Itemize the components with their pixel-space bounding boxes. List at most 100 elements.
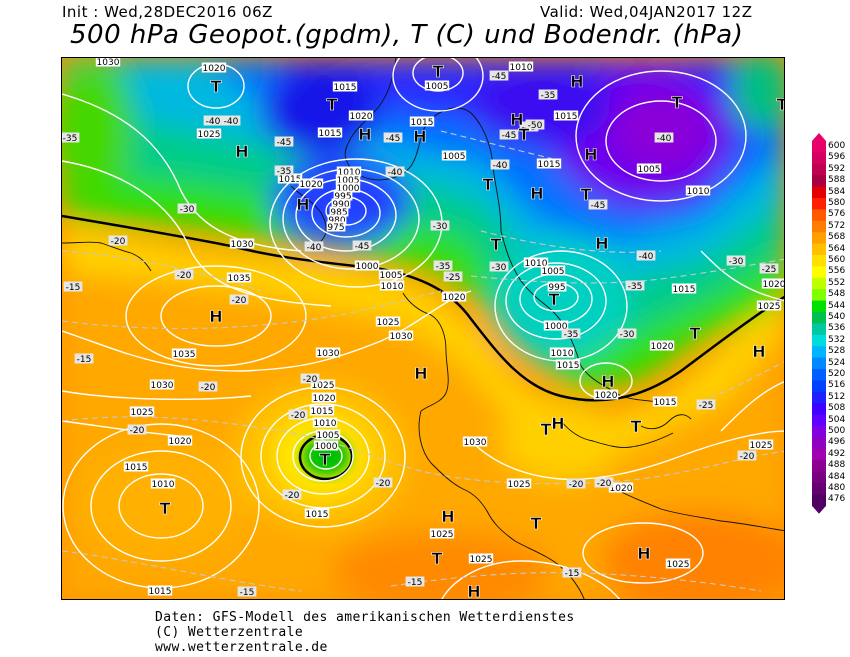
low-pressure-marker: T [690,324,701,343]
isotherm-label: -50 [525,119,545,131]
isobar-label: 1000 [543,320,569,332]
low-pressure-marker: T [327,95,338,114]
isotherm-value: -20 [740,452,755,462]
isobar-value: 1025 [198,130,221,140]
legend-swatch [812,186,826,199]
isotherm-label: -20 [373,477,393,489]
isobar-label: 975 [326,221,346,233]
isotherm-value: -35 [63,134,78,144]
isobar-value: 985 [330,208,347,218]
isobar-value: 1020 [203,64,226,74]
isobar-value: 1015 [555,112,578,122]
isobar-value: 1005 [337,176,360,186]
isotherm-label: -20 [229,294,249,306]
legend-value-label: 496 [828,437,846,448]
isobar-label: 1015 [123,461,149,473]
isobar-label: 1015 [409,116,435,128]
isobars [62,58,784,599]
isobar-value: 1010 [525,259,548,269]
legend-value-label: 480 [828,483,846,493]
isobar-value: 1020 [350,112,373,122]
isobar-value: 1030 [151,381,174,391]
isobar-label: 995 [333,190,353,202]
isotherm-value: -30 [729,257,744,267]
low-pressure-marker: T [483,175,494,194]
legend-value-label: 528 [828,346,846,357]
isobar-value: 1030 [390,332,413,342]
isobar-label: 1005 [335,174,361,186]
isobar-value: 1010 [381,282,404,292]
isotherm-label: -20 [127,424,147,436]
isotherm-value: -20 [291,411,306,421]
isobar-value: 1010 [314,419,337,429]
isotherm-value: -35 [436,262,451,272]
high-pressure-marker: H [296,195,309,214]
isobar-label: 1005 [441,150,467,162]
isobar-value: 1000 [315,442,338,452]
legend-swatch [812,426,826,438]
isobar-value: 1015 [673,285,696,295]
isobar-value: 1010 [338,168,361,178]
isobar-value: 1015 [319,129,342,139]
legend-swatch [812,391,826,404]
isobar-label: 1020 [311,392,337,404]
isotherm-label: -35 [274,165,294,177]
isobar-label: 1025 [665,558,691,570]
isobar-value-labels: 1020103010251015101510201015100510101015… [95,58,784,597]
isotherm-value: -40 [657,134,672,144]
isobar-value: 1010 [687,187,710,197]
legend-value-label: 476 [828,494,846,505]
legend-swatch [812,380,826,393]
isobar-label: 995 [547,281,567,293]
isobar-value: 1015 [311,407,334,417]
isobar-label: 980 [327,214,347,226]
isobar-value: 990 [332,200,349,210]
high-pressure-marker: H [584,145,597,164]
isobar-value: 975 [327,223,344,233]
isobar-label: 1025 [375,316,401,328]
isobar-value: 1020 [300,180,323,190]
legend-swatch [812,152,826,165]
legend-value-label: 544 [828,300,846,311]
isotherm-label: -45 [383,132,403,144]
website-link[interactable]: www.wetterzentrale.de [155,640,328,655]
isotherm-value: -40 [639,252,654,262]
isotherm-value: -15 [240,588,255,598]
isobar-value: 1020 [610,484,633,494]
isotherm-value: -20 [569,480,584,490]
isotherm-value: -35 [541,91,556,101]
isobar-value: 1015 [411,118,434,128]
isobar-label: 1010 [379,280,405,292]
isotherm-value: -20 [303,375,318,385]
low-pressure-marker: T [160,499,171,518]
high-pressure-marker: H [752,342,765,361]
isobar-label: 1015 [536,158,562,170]
isotherm-value: -20 [376,479,391,489]
isobar-value: 1015 [149,587,172,597]
isobar-label: 1020 [649,340,675,352]
isotherm-label: -30 [177,203,197,215]
isobar-value: 1015 [279,175,302,185]
isotherm-value: -45 [591,201,606,211]
legend-swatch [812,175,826,188]
legend-swatch [812,141,826,153]
isotherm-label: -20 [566,478,586,490]
high-pressure-marker: H [209,307,222,326]
legend-swatch [812,220,826,233]
isobar-value: 1015 [306,510,329,520]
isobar-label: 1035 [171,348,197,360]
isotherm-value: -20 [177,271,192,281]
legend-value-label: 552 [828,277,846,288]
isobar-value: 1025 [470,555,493,565]
legend-bottom-arrow [812,505,826,514]
isobar-label: 1010 [685,185,711,197]
isobar-label: 985 [329,206,349,218]
high-pressure-marker: H [551,414,564,433]
isotherm-label: -20 [594,477,614,489]
isotherm-label: -40 [636,250,656,262]
legend-swatch [812,346,826,359]
data-source-text: Daten: GFS-Modell des amerikanischen Wet… [155,610,575,625]
isotherm-value: -15 [77,355,92,365]
isotherm-label: -40 [654,132,674,144]
isotherm-label: -15 [237,586,257,598]
